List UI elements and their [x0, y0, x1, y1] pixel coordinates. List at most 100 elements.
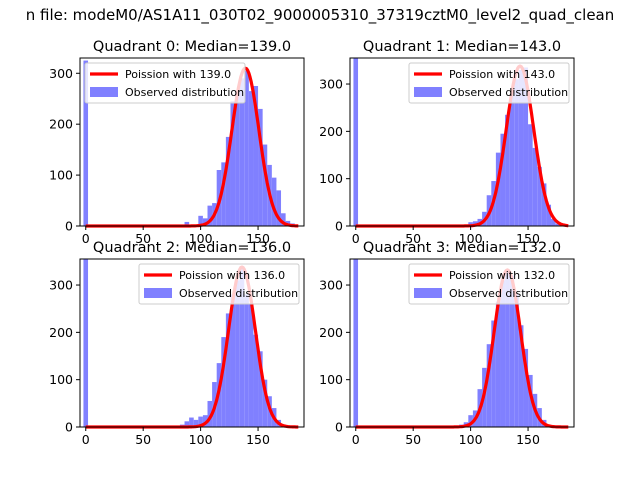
y-tick-label: 0: [65, 420, 73, 435]
y-tick-label: 200: [319, 124, 343, 139]
x-tick-label: 0: [82, 432, 90, 447]
histogram-bar: [281, 213, 286, 226]
histogram-bar: [541, 183, 547, 226]
histogram-bar: [353, 259, 359, 427]
histogram-bar: [528, 124, 533, 226]
histogram-bar: [244, 294, 249, 427]
legend-frame: [84, 62, 246, 104]
histogram-bar: [258, 108, 263, 226]
legend: Poission with 143.0 Observed distribution: [408, 62, 570, 104]
histogram-bar: [509, 275, 515, 427]
legend-bar-swatch: [90, 87, 118, 97]
axes-frame: [79, 258, 305, 428]
histogram-bar: [495, 301, 501, 427]
legend: Poission with 132.0 Observed distribution: [408, 263, 570, 305]
histogram-bar: [514, 294, 519, 427]
histogram-bar: [230, 294, 236, 427]
histogram-bar: [500, 280, 506, 427]
legend-label-observed: Observed distribution: [449, 86, 568, 99]
histogram-bar: [198, 416, 203, 427]
histogram-bar: [207, 205, 213, 226]
histogram-bar: [244, 70, 249, 227]
histogram-bar: [500, 133, 506, 226]
y-tick-label: 300: [319, 77, 343, 92]
x-tick-label: 0: [82, 231, 90, 246]
x-tick-label: 0: [352, 231, 360, 246]
x-tick-label: 150: [246, 231, 270, 246]
histogram-bar: [518, 69, 524, 226]
histogram-bar: [258, 351, 263, 427]
histogram-bar: [495, 152, 501, 226]
legend-label-observed: Observed distribution: [179, 287, 298, 300]
histogram-bar: [537, 166, 542, 226]
histogram-bar: [221, 162, 226, 226]
legend: Poission with 136.0 Observed distribution: [138, 263, 300, 305]
panel-title: Quadrant 1: Median=143.0: [363, 39, 561, 55]
histogram-bar: [184, 421, 190, 427]
histogram-bar: [468, 222, 473, 226]
legend: Poission with 139.0 Observed distribution: [84, 62, 246, 104]
legend-label-observed: Observed distribution: [449, 287, 568, 300]
histogram-bar: [551, 218, 556, 226]
histogram-bar: [239, 266, 245, 427]
histogram-bar: [505, 114, 510, 226]
panel-quadrant-0: Quadrant 0: Median=139.0 0 50 100 150 0 100 200…: [49, 39, 305, 246]
y-tick-label: 0: [335, 420, 343, 435]
y-tick-label: 100: [49, 372, 73, 387]
histogram-bar: [202, 218, 208, 226]
y-tick-label: 200: [49, 325, 73, 340]
x-tick-label: 0: [352, 432, 360, 447]
histogram-bar: [83, 259, 89, 427]
x-tick-label: 100: [189, 231, 213, 246]
histogram-bar: [225, 136, 231, 226]
histogram-bar: [225, 313, 231, 427]
histogram-bar: [253, 86, 259, 226]
histogram-bar: [184, 221, 190, 226]
histogram-bar: [486, 344, 492, 427]
histogram-bar: [276, 190, 282, 226]
panel-title: Quadrant 0: Median=139.0: [93, 39, 291, 55]
legend-label-poisson: Poission with 132.0: [449, 269, 555, 282]
legend-bar-swatch: [414, 87, 442, 97]
legend-label-poisson: Poission with 143.0: [449, 68, 555, 81]
histogram-bar: [518, 325, 524, 427]
y-tick-label: 200: [319, 325, 343, 340]
histogram-bar: [221, 337, 226, 427]
legend-frame: [138, 263, 300, 305]
histogram-bar: [198, 215, 203, 226]
axes-frame: [349, 57, 575, 227]
x-tick-label: 150: [516, 432, 540, 447]
histogram-bar: [523, 348, 529, 427]
histogram-bar: [202, 415, 208, 427]
x-tick-label: 100: [459, 231, 483, 246]
x-tick-label: 50: [135, 231, 151, 246]
histogram-bar: [546, 204, 552, 226]
y-tick-label: 100: [319, 171, 343, 186]
histogram-bar: [193, 419, 199, 427]
x-tick-label: 50: [135, 432, 151, 447]
x-tick-label: 150: [246, 432, 270, 447]
histogram-bar: [555, 223, 561, 226]
histogram-bar: [532, 147, 538, 226]
histogram-bar: [235, 91, 240, 226]
x-tick-label: 50: [405, 231, 421, 246]
panel-quadrant-1: Quadrant 1: Median=143.0 0 50 100 150 0 100 200…: [319, 39, 575, 246]
histogram-bar: [514, 79, 519, 226]
histogram-bar: [207, 400, 213, 427]
histogram-bar: [239, 78, 245, 226]
histogram-bar: [230, 101, 236, 226]
axes-frame: [79, 57, 305, 227]
x-tick-label: 100: [189, 432, 213, 447]
histogram-bar: [248, 303, 254, 427]
histogram-bar: [353, 58, 359, 226]
y-tick-label: 200: [49, 117, 73, 132]
histogram-bar: [528, 374, 533, 427]
histogram-bar: [248, 91, 254, 226]
x-tick-label: 150: [516, 231, 540, 246]
histogram-bar: [189, 417, 194, 427]
legend-label-poisson: Poission with 136.0: [179, 269, 285, 282]
panel-title: Quadrant 2: Median=136.0: [93, 240, 291, 256]
legend-label-poisson: Poission with 139.0: [125, 68, 231, 81]
panel-title: Quadrant 3: Median=132.0: [363, 240, 561, 256]
